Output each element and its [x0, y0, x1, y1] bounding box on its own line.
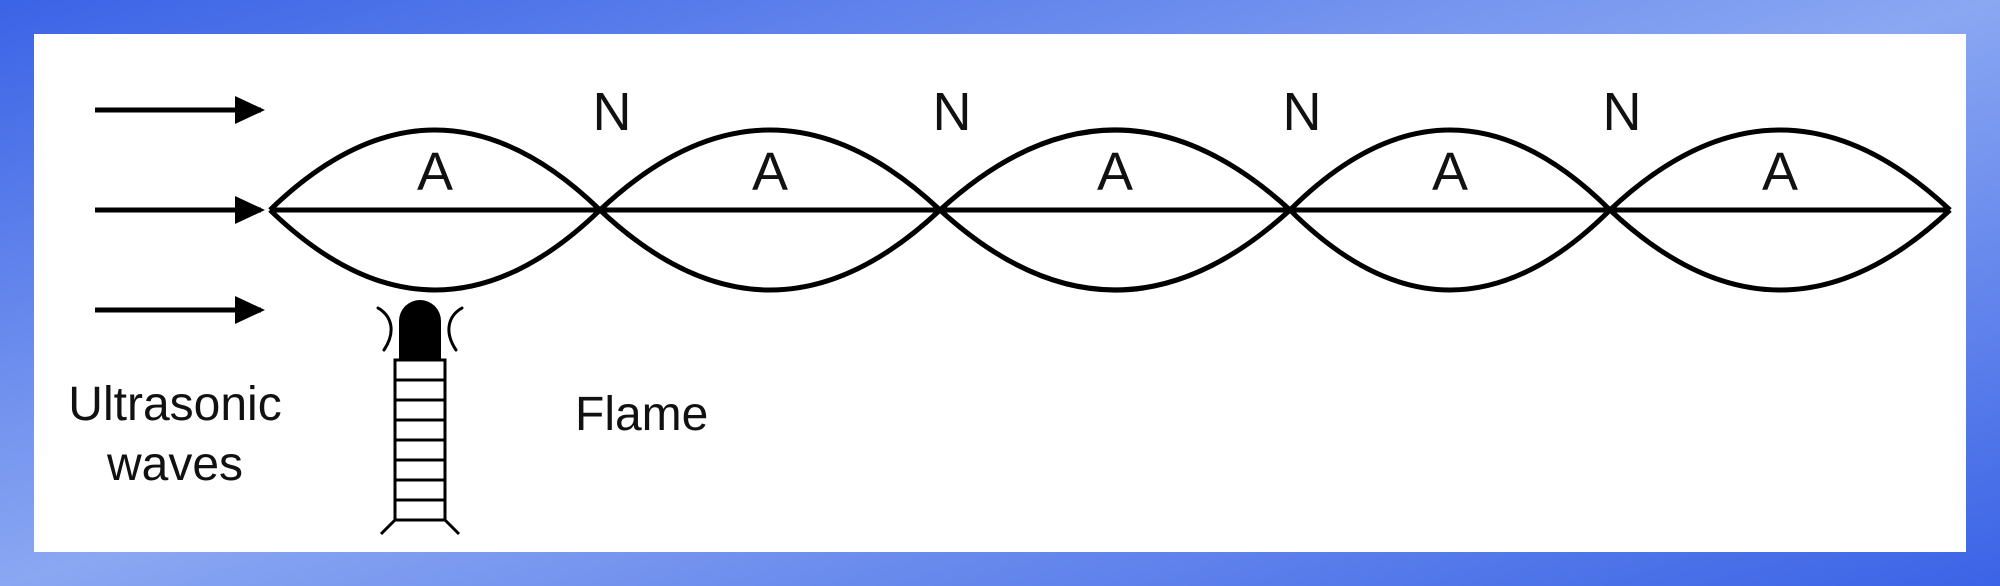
antinode-label-0: A [417, 142, 453, 202]
antinode-label-4: A [1762, 142, 1798, 202]
flame-label: Flame [575, 388, 708, 441]
node-label-3: N [1283, 82, 1322, 142]
ultrasonic-label-line2: waves [106, 438, 243, 491]
diagram-frame: A A A A A N N N N Ultrasonic waves Flame [0, 0, 2000, 586]
diagram-svg: A A A A A N N N N Ultrasonic waves Flame [0, 0, 2000, 586]
ultrasonic-label-line1: Ultrasonic [68, 378, 281, 431]
torch-tip [399, 300, 441, 360]
node-label-4: N [1603, 82, 1642, 142]
antinode-label-2: A [1097, 142, 1133, 202]
antinode-label-3: A [1432, 142, 1468, 202]
node-label-2: N [933, 82, 972, 142]
antinode-label-1: A [752, 142, 788, 202]
node-label-1: N [593, 82, 632, 142]
inner-background [34, 34, 1966, 552]
